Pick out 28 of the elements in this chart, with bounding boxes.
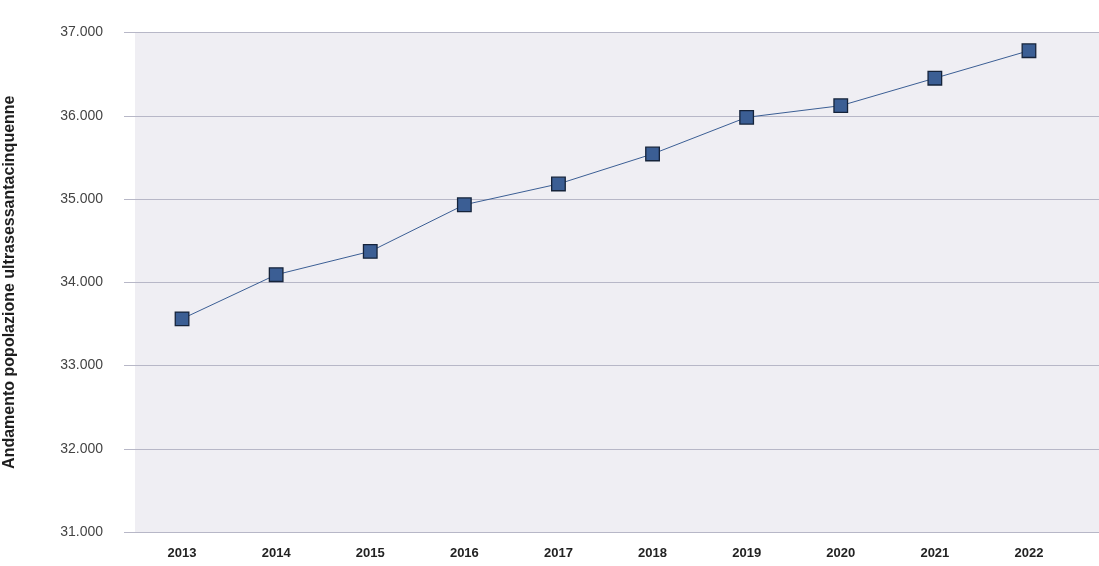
point — [268, 267, 284, 283]
x-tick-label: 2015 — [355, 545, 385, 561]
x-tick-label: 2018 — [638, 545, 668, 561]
x-tick-label: 2013 — [167, 545, 197, 561]
point — [833, 98, 849, 114]
y-tick-label: 36.000 — [60, 106, 104, 123]
point — [551, 176, 566, 192]
point — [927, 70, 943, 86]
point — [739, 109, 755, 125]
x-tick-label: 2014 — [261, 545, 292, 561]
y-tick-label: 37.000 — [60, 23, 104, 40]
x-tick-label: 2020 — [826, 545, 856, 561]
x-tick-label: 2017 — [543, 545, 573, 561]
x-tick-label: 2022 — [1014, 545, 1044, 561]
point — [174, 311, 190, 327]
y-axis-title: Andamento popolazione ultrasessantacinquenne — [0, 95, 18, 469]
point — [456, 197, 472, 213]
y-tick-label: 31.000 — [60, 522, 104, 539]
point — [362, 243, 378, 259]
y-tick-label: 34.000 — [60, 273, 104, 290]
y-tick-label: 35.000 — [60, 189, 104, 206]
point — [645, 146, 660, 162]
y-tick-label: 33.000 — [60, 356, 104, 373]
x-tick-label: 2019 — [732, 545, 762, 561]
x-tick-label: 2021 — [920, 545, 950, 561]
point — [1021, 43, 1037, 59]
y-tick-label: 32.000 — [60, 439, 104, 456]
x-tick-label: 2016 — [449, 545, 479, 561]
